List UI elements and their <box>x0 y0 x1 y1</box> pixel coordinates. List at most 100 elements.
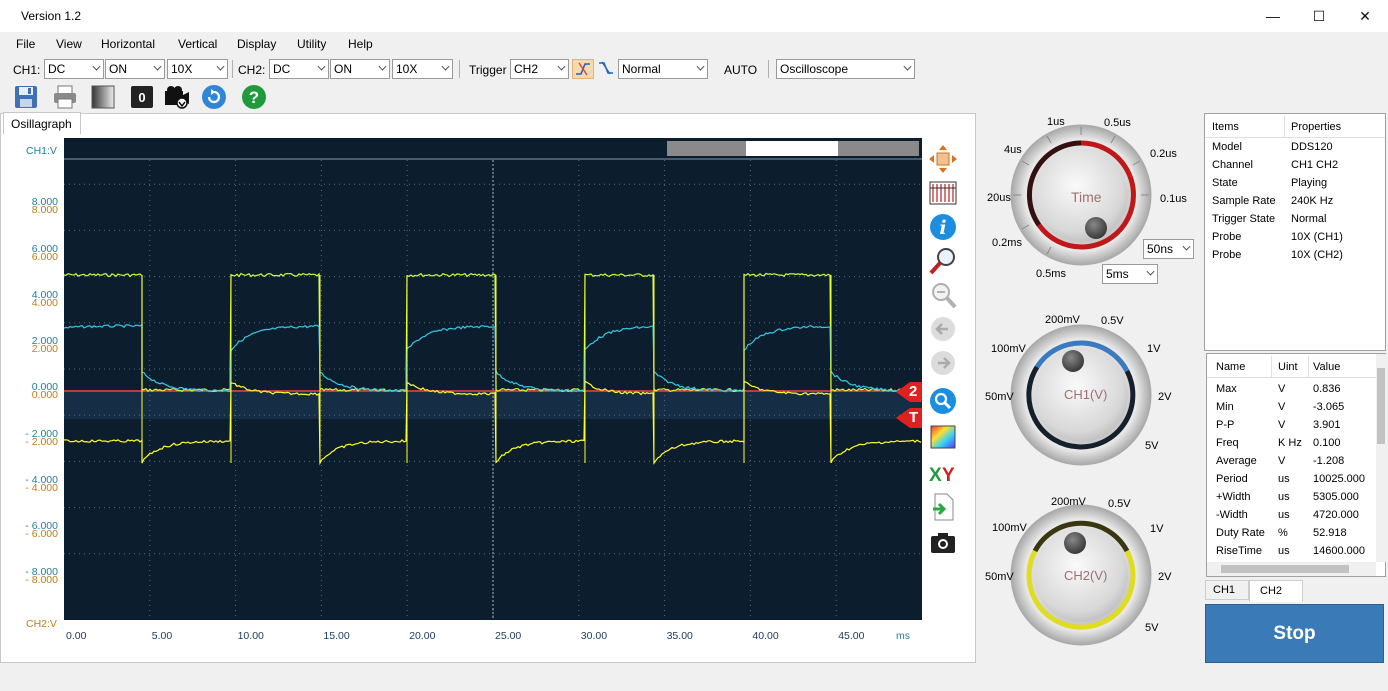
menu-display[interactable]: Display <box>237 37 277 51</box>
ch2-marker[interactable]: 2 <box>896 382 922 402</box>
time-knob[interactable] <box>1010 124 1152 266</box>
camera-icon[interactable] <box>928 528 958 558</box>
property-value: 240K Hz <box>1291 195 1334 207</box>
status-bar <box>0 666 1388 691</box>
ch2-label-2v: 2V <box>1158 571 1172 583</box>
ch2-coupling-select[interactable]: DC <box>269 59 329 79</box>
trigger-mode-value: Normal <box>622 62 661 76</box>
property-value: 10X (CH1) <box>1291 231 1343 243</box>
y-tick-label-ch1: 8.000 <box>31 196 58 208</box>
measurement-row: Duty Rate% 52.918 <box>1207 525 1385 543</box>
time-label-1us: 1us <box>1047 116 1065 128</box>
maximize-button[interactable]: ☐ <box>1312 7 1326 24</box>
measurement-h-scrollbar[interactable] <box>1207 562 1376 576</box>
measurement-row: Min V -3.065 <box>1207 399 1385 417</box>
header-properties: Properties <box>1291 121 1342 133</box>
ch2-probe-select[interactable]: 10X <box>392 59 453 79</box>
chevron-down-icon <box>441 62 450 71</box>
ch1-label-50mv: 50mV <box>985 391 1014 403</box>
stop-button[interactable]: Stop <box>1205 604 1384 663</box>
mode-select[interactable]: Oscilloscope <box>776 59 915 79</box>
trigger-source-select[interactable]: CH2 <box>510 59 569 79</box>
ch2-state-select[interactable]: ON <box>330 59 390 79</box>
close-button[interactable]: ✕ <box>1359 7 1371 24</box>
ch1-coupling-select[interactable]: DC <box>44 59 104 79</box>
y-tick-label-ch2: 2.000 <box>31 343 58 355</box>
info-icon[interactable]: i <box>928 212 958 242</box>
tab-ch1[interactable]: CH1 <box>1205 580 1249 600</box>
ch1-knob-graphic[interactable] <box>1010 324 1152 466</box>
properties-row: Probe 10X (CH1) <box>1205 229 1385 247</box>
fit-screen-icon[interactable] <box>928 144 958 174</box>
trigger-marker[interactable]: T <box>896 408 922 428</box>
property-name: Channel <box>1212 159 1253 171</box>
menu-vertical[interactable]: Vertical <box>178 37 218 51</box>
gradient-icon[interactable] <box>90 84 116 110</box>
cursor-grid-icon[interactable] <box>928 178 958 208</box>
export-icon[interactable] <box>928 492 958 522</box>
ch1-label-200mv: 200mV <box>1045 314 1080 326</box>
time-label-0-5ms: 0.5ms <box>1036 268 1066 280</box>
minimize-button[interactable]: — <box>1266 8 1280 24</box>
tab-oscillograph[interactable]: Osillagraph <box>3 112 81 134</box>
ch2-coupling-value: DC <box>273 62 291 76</box>
zoom-out-icon[interactable] <box>928 280 958 310</box>
x-tick-label: 0.00 <box>66 630 87 642</box>
property-value: CH1 CH2 <box>1291 159 1339 171</box>
ch1-knob-name: CH1(V) <box>1064 387 1108 402</box>
measurement-row: P-P V 3.901 <box>1207 417 1385 435</box>
properties-row: Probe 10X (CH2) <box>1205 247 1385 265</box>
save-icon[interactable] <box>13 84 39 110</box>
color-palette-icon[interactable] <box>928 422 958 452</box>
scrollbar-thumb[interactable] <box>1221 565 1349 573</box>
menu-file[interactable]: File <box>16 37 36 51</box>
scrollbar-thumb[interactable] <box>1377 368 1385 444</box>
x-tick-label: 35.00 <box>666 630 693 642</box>
chevron-down-icon <box>1146 267 1155 276</box>
measurement-row: RiseTime us 14600.000 <box>1207 543 1385 561</box>
property-name: Sample Rate <box>1212 195 1276 207</box>
measurement-value: -3.065 <box>1313 401 1345 413</box>
menu-utility[interactable]: Utility <box>297 37 327 51</box>
ch1-state-select[interactable]: ON <box>105 59 165 79</box>
zoom-in-icon[interactable] <box>928 246 958 276</box>
chevron-down-icon <box>92 62 101 71</box>
measurement-unit: us <box>1278 509 1290 521</box>
menu-view[interactable]: View <box>56 37 82 51</box>
arrow-right-icon[interactable] <box>928 348 958 378</box>
properties-row: State Playing <box>1205 175 1385 193</box>
y-tick-label-ch1: - 2.000 <box>25 428 58 440</box>
property-name: State <box>1212 177 1238 189</box>
measurement-unit: K Hz <box>1278 437 1302 449</box>
ch1-secondary-waveform <box>63 379 922 466</box>
oscilloscope-screen[interactable] <box>63 138 922 620</box>
counter-badge[interactable]: 0 <box>129 84 155 110</box>
measurement-name: Freq <box>1216 437 1239 449</box>
tab-ch2[interactable]: CH2 <box>1249 580 1303 602</box>
x-tick-label: 5.00 <box>151 630 173 642</box>
help-icon[interactable]: ? <box>241 84 267 110</box>
time-fine-select[interactable]: 50ns <box>1143 239 1194 259</box>
search-icon[interactable] <box>928 386 958 416</box>
auto-button[interactable]: AUTO <box>724 63 758 77</box>
ch2-knob-graphic[interactable] <box>1010 504 1152 646</box>
falling-edge-icon[interactable] <box>596 59 618 79</box>
ch1-probe-select[interactable]: 10X <box>167 59 228 79</box>
menu-horizontal[interactable]: Horizontal <box>101 37 156 51</box>
print-icon[interactable] <box>52 84 78 110</box>
measurement-v-scrollbar[interactable] <box>1376 354 1386 562</box>
refresh-icon[interactable] <box>201 84 227 110</box>
ch1-label-1v: 1V <box>1147 343 1161 355</box>
menu-help[interactable]: Help <box>348 37 373 51</box>
ch2-label-100mv: 100mV <box>992 522 1027 534</box>
separator <box>459 60 460 78</box>
record-camera-icon[interactable] <box>163 84 191 110</box>
arrow-left-icon[interactable] <box>928 314 958 344</box>
x-tick-label: 25.00 <box>495 630 522 642</box>
rising-edge-icon[interactable] <box>572 59 594 79</box>
measurement-row: +Width us 5305.000 <box>1207 489 1385 507</box>
x-tick-label: 40.00 <box>752 630 779 642</box>
time-base-select[interactable]: 5ms <box>1102 264 1158 284</box>
trigger-mode-select[interactable]: Normal <box>618 59 708 79</box>
